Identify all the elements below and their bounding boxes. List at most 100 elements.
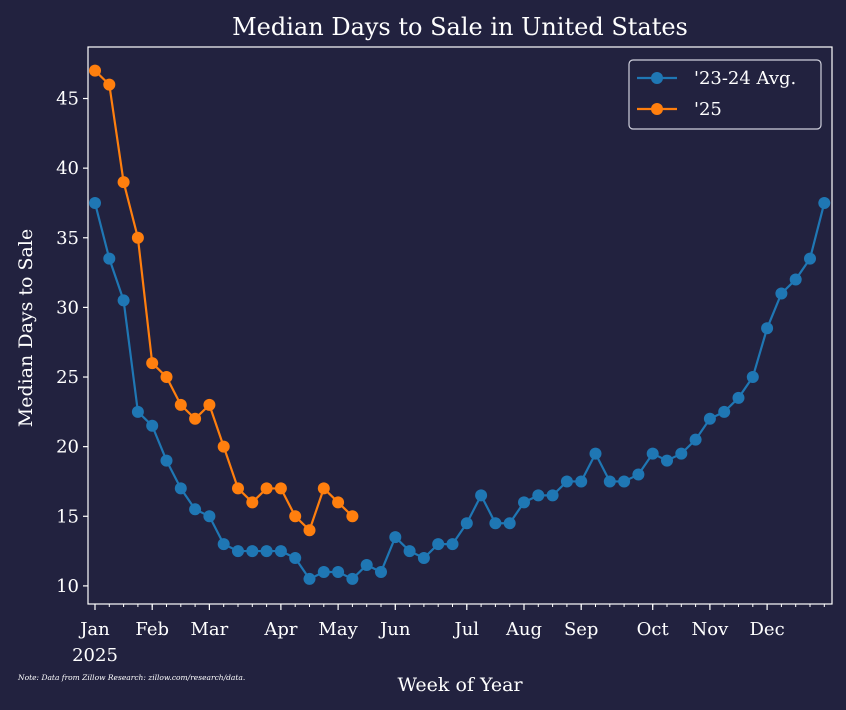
data-point (546, 489, 559, 502)
data-point (232, 545, 244, 558)
x-tick-sublabel: 2025 (72, 645, 118, 666)
data-point (460, 517, 473, 530)
x-tick-label: May (318, 619, 358, 640)
data-point (89, 196, 101, 209)
data-point (360, 559, 373, 572)
data-point (560, 475, 573, 488)
data-point (432, 538, 445, 551)
data-point (103, 252, 116, 265)
data-point (260, 482, 273, 495)
x-tick-label: Nov (692, 619, 730, 640)
legend-label: '23-24 Avg. (694, 68, 796, 89)
data-point (174, 398, 187, 411)
data-point (174, 482, 187, 495)
chart-title: Median Days to Sale in United States (232, 13, 688, 41)
data-point (117, 294, 130, 307)
legend-marker (651, 72, 663, 84)
plot-frame (87, 46, 833, 605)
y-tick-label: 35 (56, 228, 79, 249)
data-point (632, 468, 645, 481)
data-point (103, 78, 116, 91)
data-point (518, 496, 530, 509)
y-axis-label: Median Days to Sale (15, 229, 37, 427)
data-point (289, 510, 302, 523)
data-point (403, 545, 416, 558)
data-point (303, 524, 316, 537)
data-point (603, 475, 616, 488)
data-point (246, 545, 259, 558)
y-tick-label: 30 (56, 297, 79, 318)
x-tick-label: Apr (263, 619, 298, 640)
data-point (346, 510, 359, 523)
data-point (303, 572, 316, 585)
data-point (189, 503, 202, 516)
legend: '23-24 Avg. '25 (628, 59, 822, 130)
data-point (274, 545, 287, 558)
data-point (489, 517, 502, 530)
series-line (93, 202, 826, 581)
data-point (732, 391, 745, 404)
data-point (675, 447, 688, 460)
y-tick-label: 10 (56, 576, 79, 597)
x-tick-label: Jan (78, 619, 110, 640)
data-point (646, 447, 659, 460)
data-point (203, 510, 216, 523)
data-point (775, 287, 788, 300)
data-point (217, 440, 230, 453)
data-point (446, 538, 459, 551)
data-point (317, 565, 330, 578)
data-point (160, 454, 173, 467)
data-point (417, 552, 430, 565)
y-tick-label: 45 (56, 89, 79, 110)
data-point (117, 176, 130, 189)
y-tick-label: 25 (56, 367, 79, 388)
y-tick-label: 15 (56, 506, 79, 527)
y-tick-label: 40 (56, 158, 79, 179)
data-point (589, 447, 602, 460)
data-point (689, 433, 702, 446)
data-point (131, 405, 144, 418)
x-tick-label: Dec (750, 619, 785, 640)
data-point (217, 538, 230, 551)
data-point (160, 371, 173, 384)
data-point (203, 398, 216, 411)
data-point (475, 489, 488, 502)
data-point (289, 552, 302, 565)
data-point (761, 322, 774, 335)
data-point (818, 196, 831, 209)
data-point (618, 475, 631, 488)
data-point (260, 545, 273, 558)
y-tick-label: 20 (56, 437, 79, 458)
data-point (703, 412, 716, 425)
data-point (274, 482, 287, 495)
x-tick-label: Jun (378, 619, 411, 640)
x-axis-label: Week of Year (397, 674, 523, 696)
x-tick-label: Aug (505, 619, 542, 640)
data-point (389, 531, 402, 544)
data-point (789, 273, 802, 286)
x-tick-label: Oct (637, 619, 670, 640)
legend-label: '25 (694, 99, 722, 120)
data-point (718, 405, 731, 418)
x-tick-label: Mar (191, 619, 229, 640)
data-point (661, 454, 673, 467)
data-point (575, 475, 588, 488)
data-point (146, 419, 159, 432)
data-point (804, 252, 816, 265)
x-tick-label: Sep (564, 619, 599, 640)
data-point (746, 371, 759, 384)
data-point (189, 412, 202, 425)
data-point (89, 64, 101, 77)
legend-marker (651, 103, 663, 115)
data-point (232, 482, 244, 495)
data-point (317, 482, 330, 495)
data-point (346, 572, 359, 585)
data-point (532, 489, 545, 502)
data-point (146, 357, 159, 370)
x-tick-label: Feb (135, 619, 169, 640)
data-point (246, 496, 259, 509)
data-point (332, 565, 345, 578)
data-point (131, 231, 144, 244)
